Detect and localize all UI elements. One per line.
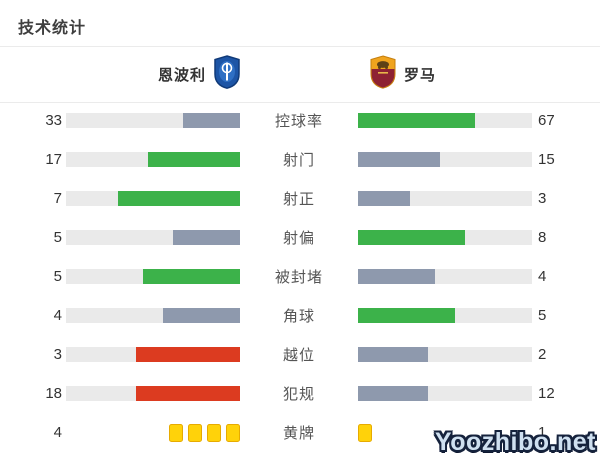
stats-list: 33 控球率 67 17 射门 15 7 射正 3 5 射偏 8: [0, 101, 600, 452]
home-value: 3: [53, 346, 62, 363]
away-bar: [358, 308, 532, 323]
away-bar: [358, 386, 532, 401]
stat-row: 4 黄牌 1: [0, 413, 600, 452]
home-bar-fill: [162, 308, 240, 323]
home-value: 33: [45, 112, 62, 129]
away-bar-fill: [358, 191, 411, 206]
home-value: 17: [45, 151, 62, 168]
stat-row: 7 射正 3: [0, 179, 600, 218]
away-bar-fill: [358, 308, 455, 323]
away-bar: [358, 269, 532, 284]
stat-label: 角球: [282, 308, 315, 325]
divider: [0, 46, 600, 47]
stat-row: 17 射门 15: [0, 140, 600, 179]
yellow-card-icon: [358, 423, 372, 442]
stat-label: 射门: [282, 152, 315, 169]
home-bar-fill: [135, 347, 240, 362]
away-bar: [358, 113, 532, 128]
away-team-name: 罗马: [404, 66, 437, 84]
stat-label: 黄牌: [282, 425, 315, 442]
watermark-text: Yoozhibo.net: [434, 428, 596, 456]
away-value: 1: [538, 424, 547, 441]
home-team-name: 恩波利: [157, 66, 206, 84]
home-bar: [66, 152, 240, 167]
home-value: 7: [53, 190, 62, 207]
stat-row: 18 犯规 12: [0, 374, 600, 413]
home-bar: [66, 308, 240, 323]
empoli-crest-icon: [214, 54, 240, 94]
stat-row: 3 越位 2: [0, 335, 600, 374]
home-value: 18: [45, 385, 62, 402]
home-bar-fill: [143, 269, 240, 284]
home-bar-fill: [135, 386, 240, 401]
roma-crest-icon: [370, 54, 396, 94]
home-bar: [66, 113, 240, 128]
page-title: 技术统计: [18, 20, 87, 37]
stat-row: 33 控球率 67: [0, 101, 600, 140]
yellow-cards-group: [66, 423, 240, 442]
home-bar-fill: [147, 152, 240, 167]
home-value: 4: [53, 307, 62, 324]
stat-row: 4 角球 5: [0, 296, 600, 335]
away-value: 12: [538, 385, 555, 402]
away-bar-fill: [358, 113, 475, 128]
yellow-card-icon: [226, 423, 240, 442]
home-bar: [66, 230, 240, 245]
stat-label: 控球率: [274, 113, 323, 130]
away-bar: [358, 191, 532, 206]
yellow-card-icon: [169, 423, 183, 442]
away-bar: [358, 423, 532, 442]
away-bar-fill: [358, 386, 428, 401]
home-bar-fill: [118, 191, 240, 206]
away-bar-fill: [358, 152, 440, 167]
yellow-card-icon: [188, 423, 202, 442]
watermark: Yoozhibo.net: [435, 428, 596, 460]
home-bar: [66, 423, 240, 442]
divider: [0, 102, 600, 103]
home-bar-fill: [173, 230, 240, 245]
home-value: 4: [53, 424, 62, 441]
away-bar: [358, 347, 532, 362]
home-team-header: 恩波利: [0, 46, 240, 102]
away-bar-fill: [358, 347, 428, 362]
stat-label: 射偏: [282, 230, 315, 247]
yellow-cards-group: [358, 423, 532, 442]
stat-label: 被封堵: [274, 269, 323, 286]
home-bar: [66, 191, 240, 206]
away-value: 3: [538, 190, 547, 207]
home-bar: [66, 269, 240, 284]
away-value: 15: [538, 151, 555, 168]
stat-row: 5 被封堵 4: [0, 257, 600, 296]
away-value: 8: [538, 229, 547, 246]
stat-label: 犯规: [282, 386, 315, 403]
home-value: 5: [53, 268, 62, 285]
home-bar-fill: [182, 113, 240, 128]
home-bar: [66, 347, 240, 362]
yellow-card-icon: [207, 423, 221, 442]
stat-label: 射正: [282, 191, 315, 208]
away-value: 4: [538, 268, 547, 285]
stat-label: 越位: [282, 347, 315, 364]
away-bar-fill: [358, 269, 436, 284]
away-team-header: 罗马: [370, 46, 600, 102]
away-bar: [358, 230, 532, 245]
home-value: 5: [53, 229, 62, 246]
away-bar: [358, 152, 532, 167]
home-bar: [66, 386, 240, 401]
away-bar-fill: [358, 230, 466, 245]
away-value: 67: [538, 112, 555, 129]
stat-row: 5 射偏 8: [0, 218, 600, 257]
away-value: 2: [538, 346, 547, 363]
away-value: 5: [538, 307, 547, 324]
